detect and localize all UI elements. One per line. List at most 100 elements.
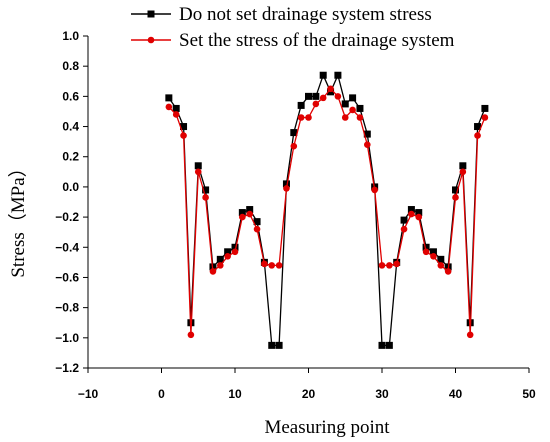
series-layer bbox=[165, 71, 489, 349]
series-1-point bbox=[356, 104, 364, 112]
series-1-point bbox=[312, 92, 320, 100]
series-2-point bbox=[466, 331, 474, 339]
y-tick-label: 0.6 bbox=[62, 89, 79, 103]
series-1-point bbox=[216, 255, 224, 263]
series-1-point bbox=[275, 341, 283, 349]
series-2-point bbox=[386, 262, 393, 269]
y-tick-label: 0.8 bbox=[62, 59, 79, 73]
series-1-point bbox=[385, 341, 393, 349]
series-2-point bbox=[341, 114, 349, 121]
series-2-point bbox=[305, 114, 312, 121]
series-2-point bbox=[194, 168, 202, 176]
y-tick-label: 0.0 bbox=[62, 180, 79, 194]
series-2-point bbox=[474, 132, 481, 139]
series-1-point bbox=[172, 104, 180, 112]
series-1-point bbox=[437, 255, 445, 263]
series-2-point bbox=[408, 210, 415, 218]
series-1-point bbox=[341, 100, 349, 108]
series-2-point bbox=[393, 260, 401, 268]
x-tick-label: 30 bbox=[375, 387, 389, 401]
series-1-point bbox=[459, 162, 467, 170]
series-2-point bbox=[246, 210, 253, 218]
series-2-point bbox=[217, 262, 224, 269]
series-1-point bbox=[429, 248, 437, 256]
series-2-point bbox=[165, 103, 173, 111]
series-2-point bbox=[239, 213, 246, 221]
series-2-point bbox=[297, 114, 305, 121]
series-1-point bbox=[481, 104, 489, 112]
series-1-point bbox=[305, 92, 312, 100]
series-2-point bbox=[253, 225, 261, 233]
series-1-point bbox=[194, 162, 202, 170]
y-tick-label: −0.2 bbox=[55, 210, 79, 224]
series-2-point bbox=[261, 260, 268, 268]
series-2-point bbox=[364, 141, 371, 148]
y-tick-label: −0.8 bbox=[55, 301, 79, 315]
series-2-point bbox=[290, 142, 298, 150]
series-2-point bbox=[452, 194, 459, 201]
series-1-point bbox=[180, 123, 188, 131]
series-2-point bbox=[444, 268, 452, 275]
series-2-point bbox=[327, 85, 334, 93]
series-2-point bbox=[187, 331, 195, 339]
legend-item-1: Do not set drainage system stress bbox=[131, 4, 432, 25]
legend-swatch-marker bbox=[147, 36, 155, 44]
x-tick-label: 20 bbox=[302, 387, 316, 401]
series-2-point bbox=[481, 114, 489, 121]
series-1-point bbox=[253, 218, 261, 226]
series-1-point bbox=[363, 130, 371, 138]
y-tick-label: 0.4 bbox=[62, 120, 79, 134]
series-1-point bbox=[246, 206, 254, 214]
series-1-point bbox=[415, 209, 423, 217]
x-tick-label: 10 bbox=[228, 387, 242, 401]
x-axis-title: Measuring point bbox=[264, 417, 390, 438]
y-tick-label: −1.2 bbox=[55, 361, 79, 375]
y-tick-label: −0.4 bbox=[55, 240, 79, 254]
legend-item-2: Set the stress of the drainage system bbox=[131, 30, 455, 51]
legend-label: Do not set drainage system stress bbox=[179, 4, 432, 25]
series-2-point bbox=[180, 132, 187, 139]
series-2-point bbox=[356, 114, 364, 121]
series-2-point bbox=[209, 268, 217, 275]
series-2-point bbox=[430, 253, 437, 260]
series-1-point bbox=[297, 101, 305, 109]
series-1-point bbox=[452, 186, 459, 194]
series-2-point bbox=[437, 262, 445, 269]
series-1-point bbox=[268, 341, 276, 349]
series-2-point bbox=[283, 185, 290, 192]
series-1-point bbox=[319, 71, 327, 79]
series-1-point bbox=[231, 243, 239, 251]
series-1-line bbox=[168, 73, 486, 347]
series-1-point bbox=[282, 180, 290, 188]
series-2-point bbox=[334, 93, 342, 100]
series-2-point bbox=[202, 194, 209, 201]
y-tick-label: 1.0 bbox=[62, 29, 79, 43]
series-1-point bbox=[349, 94, 357, 102]
series-1-point bbox=[238, 209, 246, 217]
series-2-point bbox=[231, 248, 239, 256]
series-1-point bbox=[422, 243, 430, 251]
series-2-point bbox=[275, 262, 283, 269]
legend-swatch-marker bbox=[147, 10, 155, 18]
series-1-point bbox=[224, 248, 232, 256]
series-2-point bbox=[312, 100, 320, 108]
y-axis-title: Stress（MPa） bbox=[7, 158, 29, 277]
series-1-point bbox=[334, 71, 342, 79]
y-tick-label: −0.6 bbox=[55, 270, 79, 284]
series-2-point bbox=[459, 168, 467, 176]
series-1-point bbox=[378, 341, 386, 349]
series-2-point bbox=[422, 248, 430, 256]
x-tick-label: 40 bbox=[449, 387, 463, 401]
series-2-line bbox=[168, 87, 486, 335]
series-2 bbox=[165, 85, 489, 339]
series-2-point bbox=[268, 262, 276, 269]
series-2-point bbox=[378, 262, 386, 269]
y-tick-label: −1.0 bbox=[55, 331, 79, 345]
legend-label: Set the stress of the drainage system bbox=[179, 30, 455, 51]
series-1-point bbox=[290, 129, 298, 137]
series-2-point bbox=[319, 94, 327, 102]
series-2-point bbox=[400, 225, 408, 233]
series-2-point bbox=[172, 111, 180, 118]
legend: Do not set drainage system stress Set the… bbox=[131, 4, 455, 51]
